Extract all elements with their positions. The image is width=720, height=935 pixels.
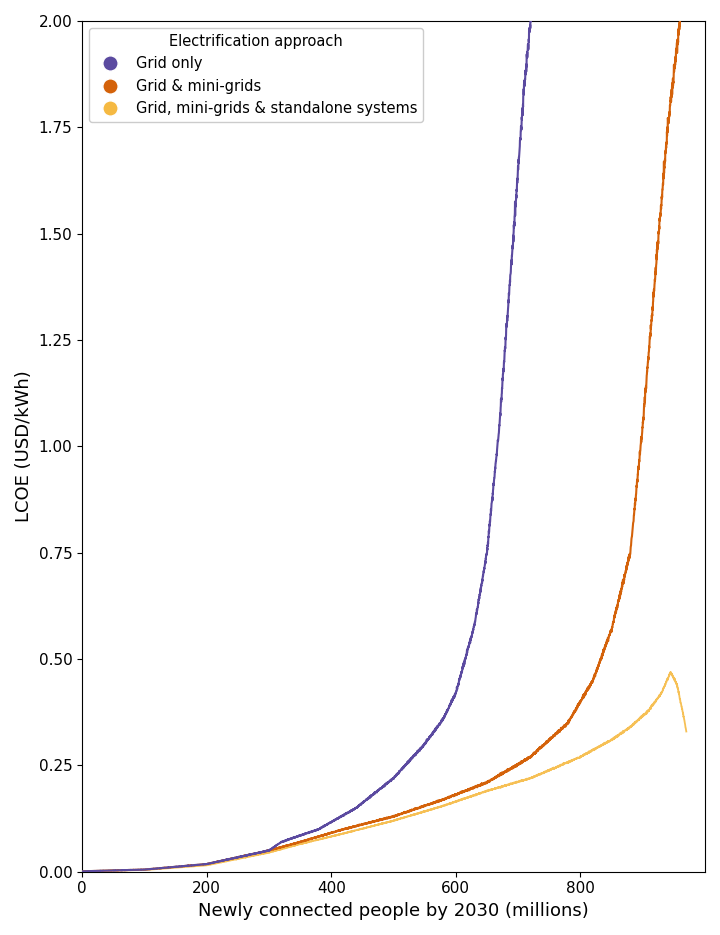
- X-axis label: Newly connected people by 2030 (millions): Newly connected people by 2030 (millions…: [198, 902, 589, 920]
- Y-axis label: LCOE (USD/kWh): LCOE (USD/kWh): [15, 370, 33, 523]
- Legend: Grid only, Grid & mini-grids, Grid, mini-grids & standalone systems: Grid only, Grid & mini-grids, Grid, mini…: [89, 28, 423, 122]
